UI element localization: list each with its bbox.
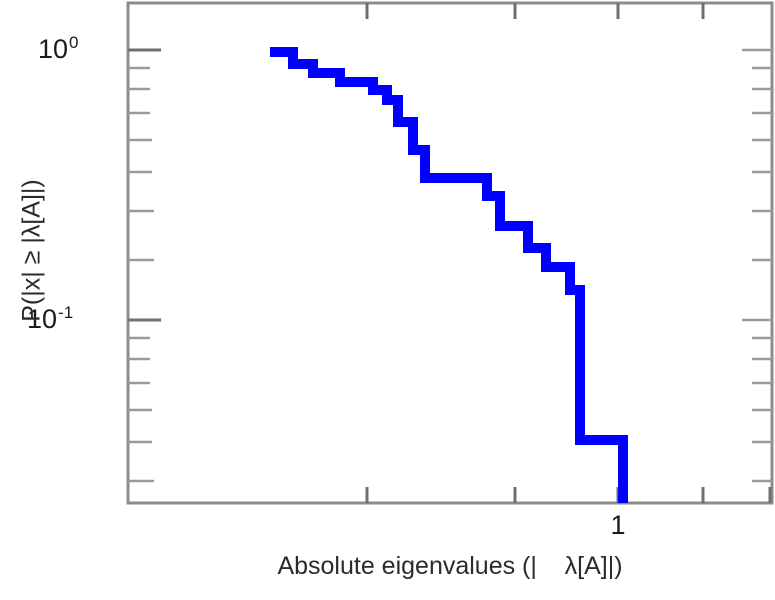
y-axis-major-ticks bbox=[128, 48, 161, 322]
x-axis-title: Absolute eigenvalues (| λ[A]|) bbox=[277, 552, 623, 580]
x-axis-ticks-top bbox=[365, 3, 705, 19]
x-axis-ticks-bottom bbox=[365, 487, 772, 503]
y-tick-label-1e0: 100 bbox=[38, 33, 79, 64]
y-axis-title: P(|x| ≥ |λ[A]|) bbox=[17, 179, 46, 322]
y-axis-right-ticks bbox=[742, 48, 772, 483]
y-axis-minor-ticks bbox=[128, 66, 154, 483]
axes-frame bbox=[126, 1, 774, 505]
y-tick-label-1e-1: 10-1 bbox=[27, 303, 74, 334]
x-tick-label-1: 1 bbox=[610, 510, 626, 540]
ccdf-step-curve bbox=[270, 47, 628, 503]
